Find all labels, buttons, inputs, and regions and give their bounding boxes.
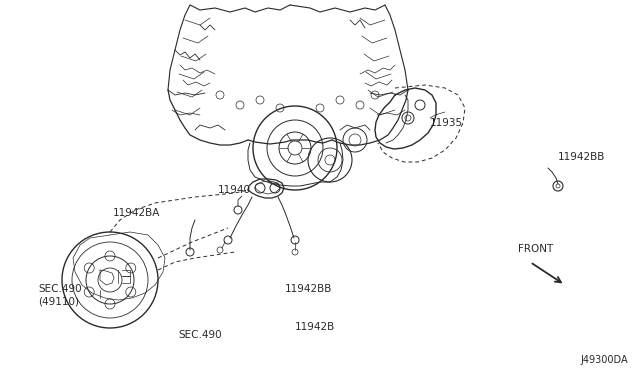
Text: SEC.490: SEC.490 xyxy=(178,330,221,340)
Text: 11935: 11935 xyxy=(430,118,463,128)
Text: 11942BB: 11942BB xyxy=(558,152,605,162)
Text: SEC.490: SEC.490 xyxy=(38,284,82,294)
Text: FRONT: FRONT xyxy=(518,244,553,254)
Text: 11940: 11940 xyxy=(218,185,251,195)
Text: (49110): (49110) xyxy=(38,296,79,306)
Text: 11942BA: 11942BA xyxy=(113,208,161,218)
Text: J49300DA: J49300DA xyxy=(580,355,628,365)
Text: 11942B: 11942B xyxy=(295,322,335,332)
Text: 11942BB: 11942BB xyxy=(285,284,332,294)
